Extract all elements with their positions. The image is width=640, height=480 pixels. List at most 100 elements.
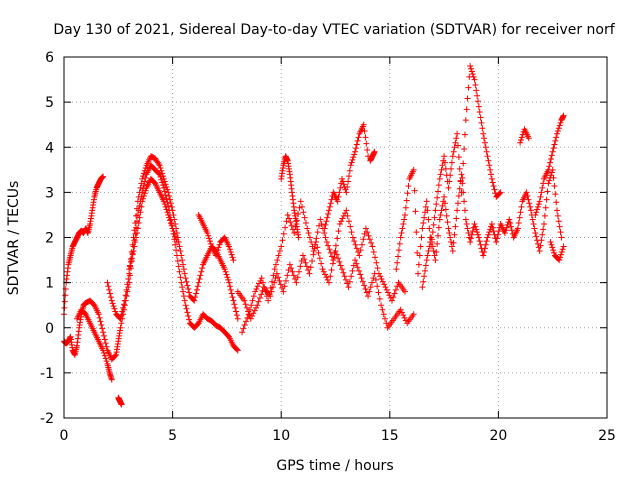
- data-point: [215, 244, 222, 251]
- data-point: [420, 278, 427, 285]
- data-point: [367, 284, 374, 291]
- data-point: [317, 216, 324, 223]
- data-point: [299, 252, 306, 259]
- data-point: [489, 179, 496, 186]
- data-point: [160, 182, 167, 189]
- data-point: [345, 218, 352, 225]
- data-point: [363, 289, 370, 296]
- data-point: [429, 243, 436, 250]
- data-point: [475, 103, 482, 110]
- data-point: [286, 261, 293, 268]
- data-point: [514, 225, 521, 232]
- data-point: [468, 235, 475, 242]
- data-point: [507, 220, 514, 227]
- data-point: [362, 225, 369, 232]
- data-point: [445, 184, 452, 191]
- data-point: [213, 252, 220, 259]
- data-point: [478, 119, 485, 126]
- data-point: [330, 257, 337, 264]
- series-arc-j: [278, 153, 302, 241]
- data-point: [309, 257, 316, 264]
- data-point: [339, 215, 346, 222]
- data-point: [493, 239, 500, 246]
- data-point: [469, 71, 476, 78]
- data-point: [226, 279, 233, 286]
- data-point: [556, 223, 563, 230]
- data-point: [168, 203, 175, 210]
- data-point: [120, 304, 127, 311]
- y-tick-label: 6: [45, 50, 54, 66]
- data-point: [397, 306, 404, 313]
- data-point: [274, 257, 281, 264]
- data-point: [163, 195, 170, 202]
- data-point: [339, 175, 346, 182]
- data-point: [139, 175, 146, 182]
- data-point: [560, 112, 567, 119]
- data-point: [473, 226, 480, 233]
- data-point: [423, 257, 430, 264]
- data-point: [560, 243, 567, 250]
- data-point: [133, 212, 140, 219]
- data-point: [165, 189, 172, 196]
- data-point: [122, 292, 129, 299]
- data-point: [357, 271, 364, 278]
- data-point: [491, 186, 498, 193]
- data-point: [275, 252, 282, 259]
- data-point: [437, 171, 444, 178]
- data-point: [101, 352, 108, 359]
- data-point: [352, 145, 359, 152]
- data-point: [100, 347, 107, 354]
- data-point: [133, 205, 140, 212]
- data-point: [126, 266, 133, 273]
- data-point: [233, 346, 240, 353]
- data-point: [496, 190, 503, 197]
- data-point: [348, 273, 355, 280]
- series-arc-c: [74, 306, 115, 383]
- data-point: [455, 154, 462, 161]
- data-point: [372, 254, 379, 261]
- data-point: [319, 266, 326, 273]
- data-point: [438, 166, 445, 173]
- data-point: [181, 297, 188, 304]
- data-point: [518, 203, 525, 210]
- y-tick-label: 3: [45, 185, 54, 201]
- data-point: [296, 268, 303, 275]
- data-point: [240, 325, 247, 332]
- data-point: [162, 203, 169, 210]
- series-arc-n: [419, 166, 565, 291]
- data-point: [506, 216, 513, 223]
- data-point: [323, 218, 330, 225]
- data-point: [481, 135, 488, 142]
- data-point: [228, 290, 235, 297]
- data-point: [356, 252, 363, 259]
- data-point: [142, 187, 149, 194]
- data-point: [347, 223, 354, 230]
- series-arc-b: [61, 162, 241, 363]
- data-point: [393, 266, 400, 273]
- data-point: [234, 315, 241, 322]
- data-point: [191, 297, 198, 304]
- data-point: [299, 203, 306, 210]
- data-point: [469, 228, 476, 235]
- data-point: [180, 261, 187, 268]
- grid-lines: [64, 57, 607, 418]
- data-point: [364, 229, 371, 236]
- data-point: [250, 293, 257, 300]
- data-point: [450, 148, 457, 155]
- data-point: [196, 276, 203, 283]
- data-point: [172, 233, 179, 240]
- data-point: [541, 212, 548, 219]
- data-point: [158, 176, 165, 183]
- data-point: [192, 294, 199, 301]
- data-point: [225, 276, 232, 283]
- data-point: [485, 157, 492, 164]
- data-point: [127, 262, 134, 269]
- data-point: [337, 262, 344, 269]
- data-point: [552, 137, 559, 144]
- data-point: [198, 268, 205, 275]
- data-point: [335, 255, 342, 262]
- data-point: [344, 212, 351, 219]
- data-point: [470, 73, 477, 80]
- data-point: [313, 235, 320, 242]
- data-point: [306, 234, 313, 241]
